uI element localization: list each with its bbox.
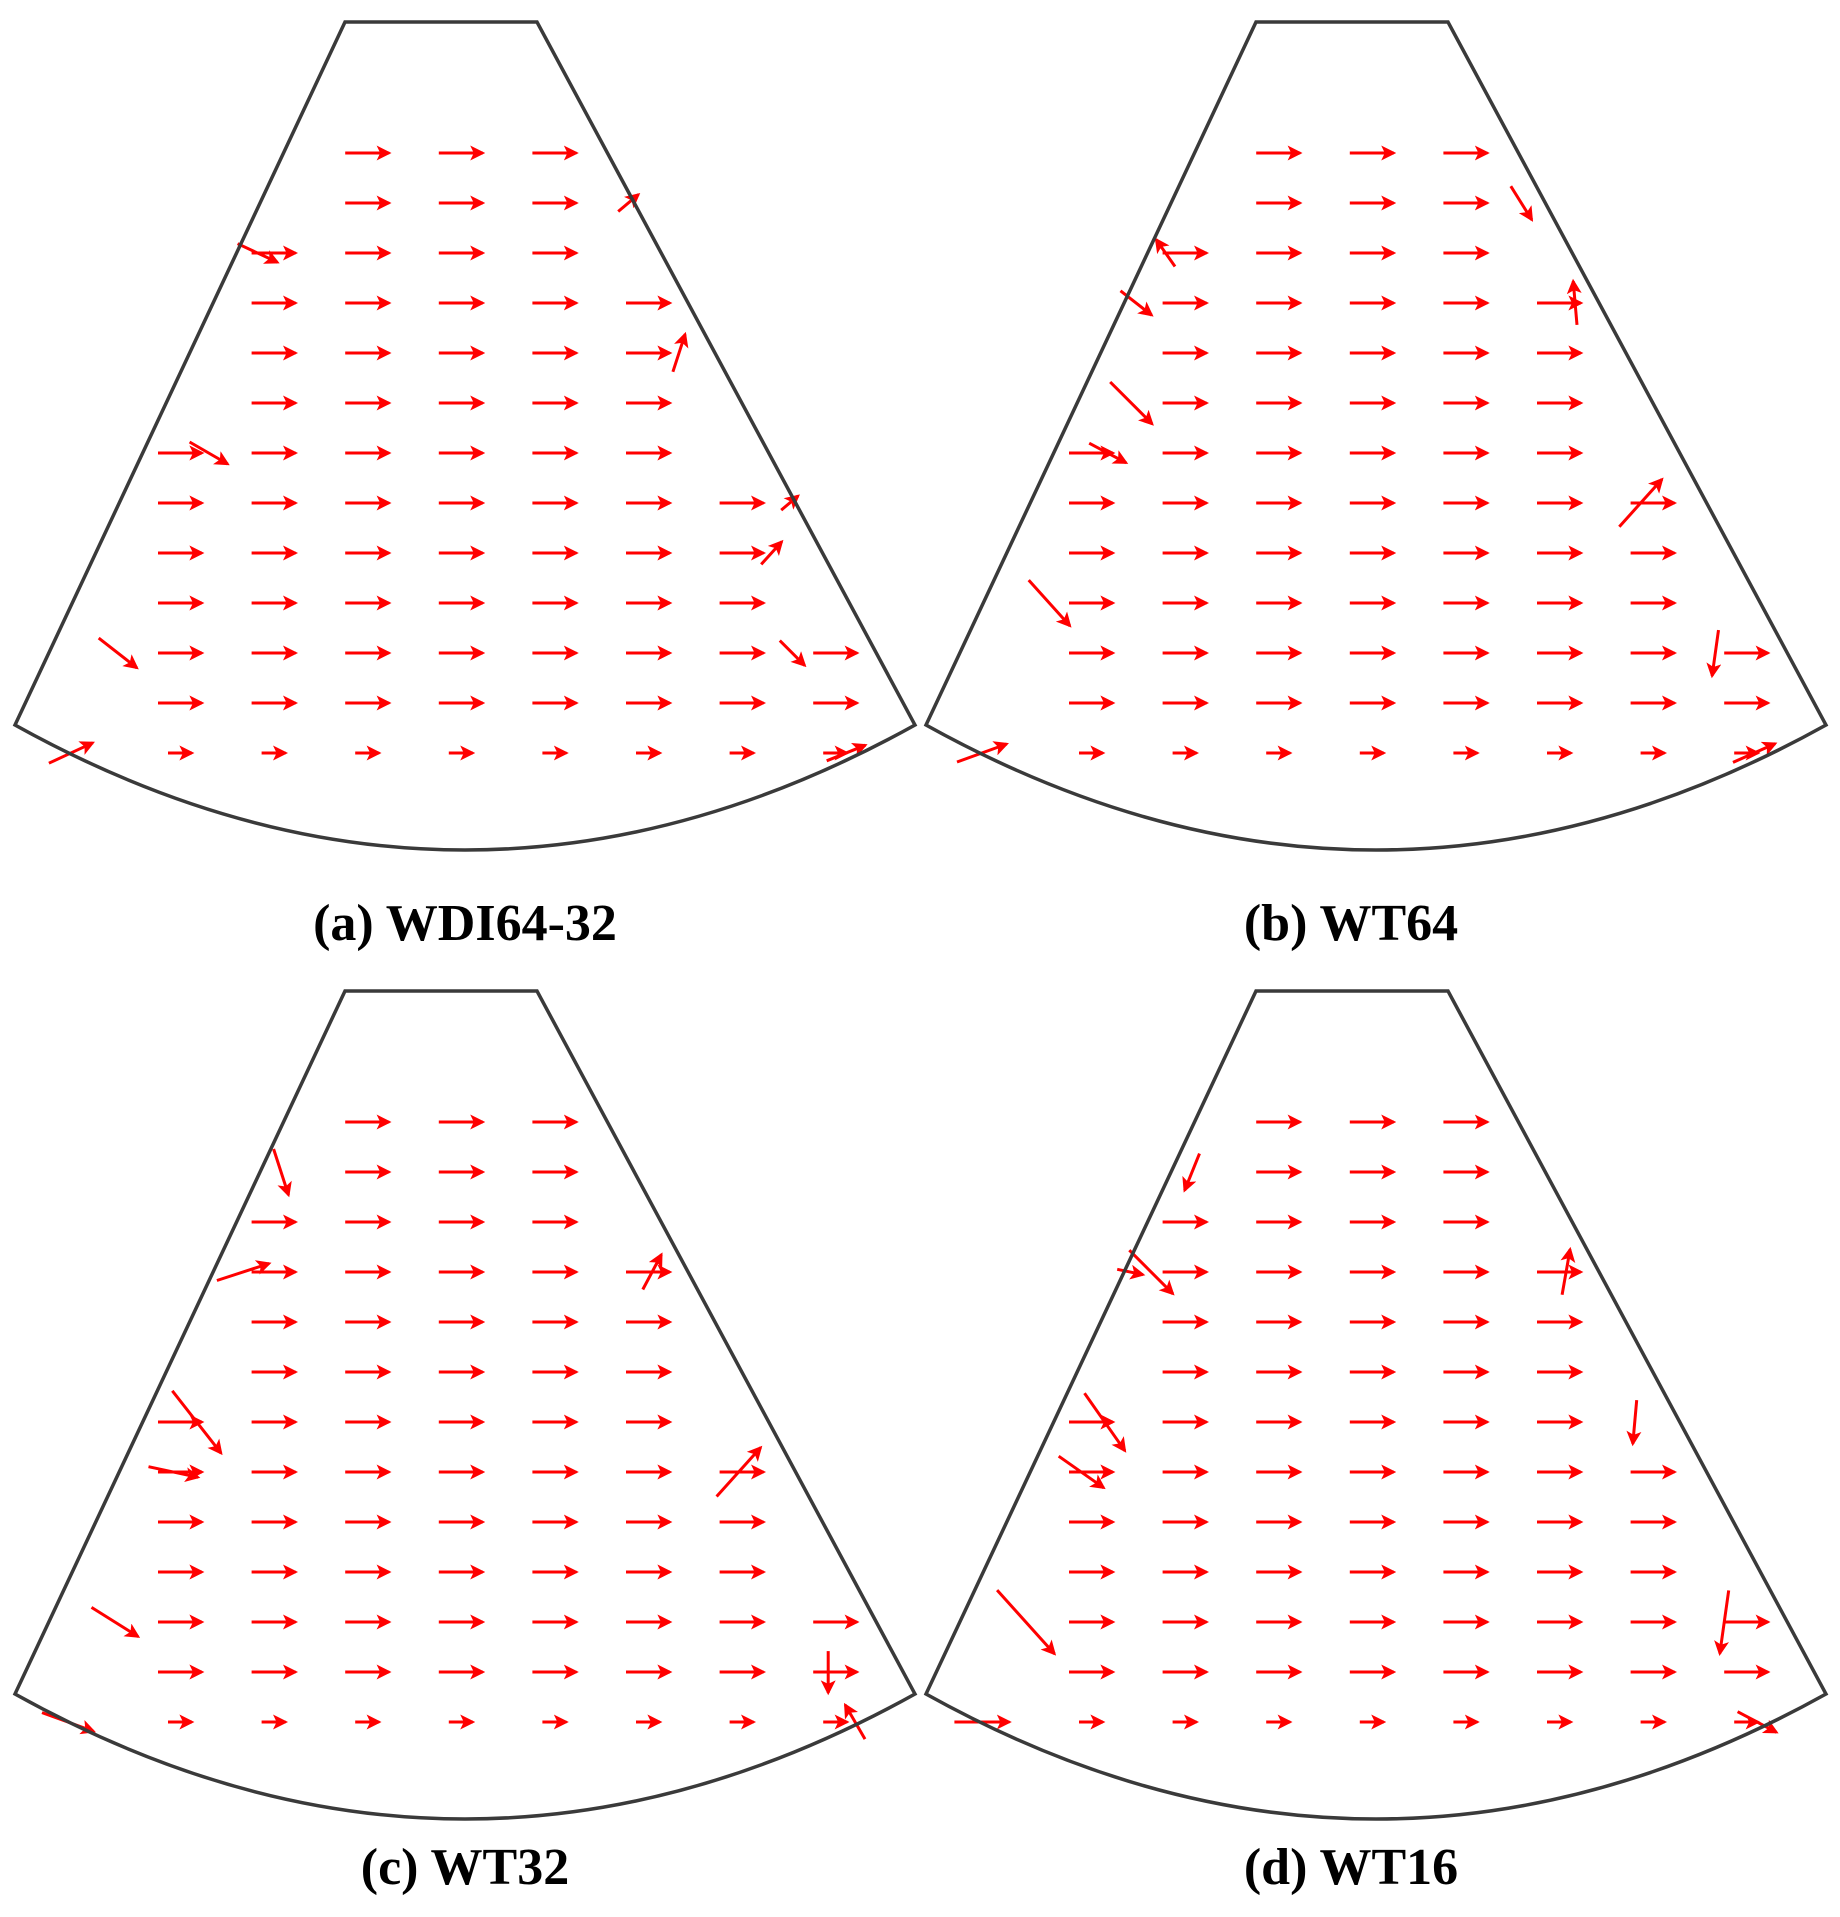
panel-a: (a) WDI64-32 (12, 20, 918, 952)
irregular-flow-arrow (1626, 1399, 1642, 1447)
panel-c: (c) WT32 (12, 989, 918, 1896)
irregular-flow-arrow (90, 1606, 141, 1638)
irregular-flow-arrow (1566, 278, 1582, 326)
vector-field (956, 145, 1778, 764)
sector-outline (12, 989, 918, 1821)
irregular-flow-arrow (1027, 579, 1072, 628)
irregular-flow-arrow (1057, 1454, 1106, 1490)
irregular-flow-arrow (1128, 1249, 1175, 1296)
irregular-flow-arrow (1154, 237, 1177, 268)
panel-caption: (d) WT16 (1244, 1839, 1458, 1896)
irregular-flow-arrow (671, 331, 689, 373)
irregular-flow-arrow (1182, 1153, 1201, 1193)
irregular-flow-arrow (826, 742, 868, 763)
irregular-flow-arrow (617, 192, 641, 213)
irregular-flow-arrow (1736, 1710, 1779, 1734)
irregular-flow-arrow (1714, 1590, 1731, 1656)
irregular-flow-arrow (778, 639, 807, 668)
irregular-flow-arrow (1732, 741, 1778, 764)
irregular-flow-arrow (715, 1445, 763, 1498)
vector-field (48, 145, 868, 765)
panel-caption: (a) WDI64-32 (313, 895, 617, 952)
irregular-flow-arrow (1618, 477, 1664, 528)
irregular-flow-arrow (843, 1702, 867, 1740)
irregular-flow-arrow (1083, 1392, 1127, 1453)
irregular-flow-arrow (760, 539, 784, 566)
vector-field (954, 1114, 1779, 1734)
irregular-flow-arrow (1706, 629, 1722, 679)
irregular-flow-arrow (1109, 380, 1154, 426)
irregular-flow-arrow (1119, 289, 1154, 317)
irregular-flow-arrow (188, 440, 230, 466)
irregular-flow-arrow (780, 494, 800, 512)
sector-outline (12, 20, 918, 852)
vector-field (41, 1114, 867, 1740)
sector-outline (923, 20, 1829, 852)
irregular-flow-arrow (641, 1252, 663, 1291)
panel-b: (b) WT64 (923, 20, 1829, 952)
irregular-flow-arrow (1509, 185, 1534, 222)
irregular-flow-arrow (171, 1389, 223, 1456)
irregular-flow-arrow (1560, 1246, 1576, 1295)
panel-d: (d) WT16 (923, 989, 1829, 1896)
irregular-flow-arrow (236, 242, 280, 264)
irregular-flow-arrow (995, 1589, 1057, 1656)
panel-caption: (b) WT64 (1244, 895, 1458, 952)
irregular-flow-arrow (272, 1148, 292, 1198)
panel-caption: (c) WT32 (361, 1839, 569, 1896)
irregular-flow-arrow (216, 1260, 272, 1282)
irregular-flow-arrow (97, 636, 139, 670)
irregular-flow-arrow (148, 1465, 201, 1482)
sector-outline (923, 989, 1829, 1821)
irregular-flow-arrow (1088, 441, 1129, 465)
irregular-flow-arrow (1116, 1264, 1146, 1280)
